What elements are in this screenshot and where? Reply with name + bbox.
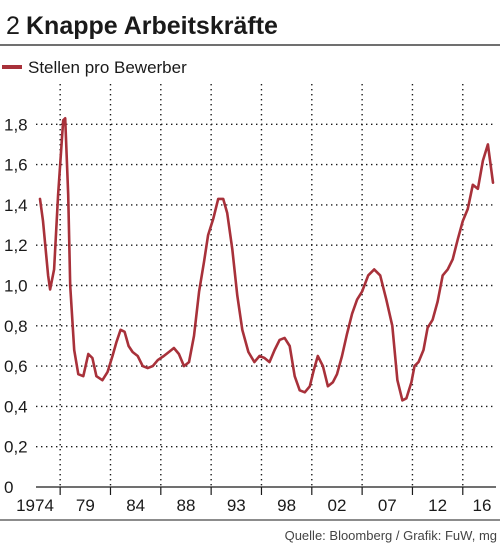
y-axis-ticks: 0 0,2 0,4 0,6 0,8 1,0 1,2 1,4 1,6 1,8 bbox=[4, 115, 28, 497]
x-tick-label: 16 bbox=[473, 496, 492, 515]
y-tick-label: 1,8 bbox=[4, 115, 28, 134]
y-tick-label: 0,6 bbox=[4, 357, 28, 376]
chart-number: 2 bbox=[6, 12, 20, 40]
source-note: Quelle: Bloomberg / Grafik: FuW, mg bbox=[285, 528, 497, 543]
x-tick-label: 02 bbox=[328, 496, 347, 515]
y-tick-label: 1,6 bbox=[4, 156, 28, 175]
x-tick-label: 84 bbox=[126, 496, 145, 515]
x-tick-label: 98 bbox=[277, 496, 296, 515]
y-tick-label: 0,8 bbox=[4, 317, 28, 336]
series-line bbox=[38, 117, 495, 402]
chart-title: Knappe Arbeitskräfte bbox=[26, 12, 278, 40]
y-tick-label: 0,2 bbox=[4, 438, 28, 457]
y-tick-label: 0,4 bbox=[4, 397, 28, 416]
x-tick-label: 79 bbox=[76, 496, 95, 515]
legend-label: Stellen pro Bewerber bbox=[28, 58, 187, 77]
grid-lines bbox=[36, 84, 496, 487]
x-axis-ticks: 1974 79 84 88 93 98 02 07 12 16 bbox=[16, 487, 492, 515]
y-tick-label: 0 bbox=[4, 478, 13, 497]
y-tick-label: 1,0 bbox=[4, 277, 28, 296]
x-tick-label: 88 bbox=[177, 496, 196, 515]
x-tick-label: 1974 bbox=[16, 496, 54, 515]
x-tick-label: 12 bbox=[428, 496, 447, 515]
y-tick-label: 1,2 bbox=[4, 236, 28, 255]
x-tick-label: 93 bbox=[227, 496, 246, 515]
series-layer bbox=[38, 117, 495, 402]
y-tick-label: 1,4 bbox=[4, 196, 28, 215]
x-tick-label: 07 bbox=[378, 496, 397, 515]
